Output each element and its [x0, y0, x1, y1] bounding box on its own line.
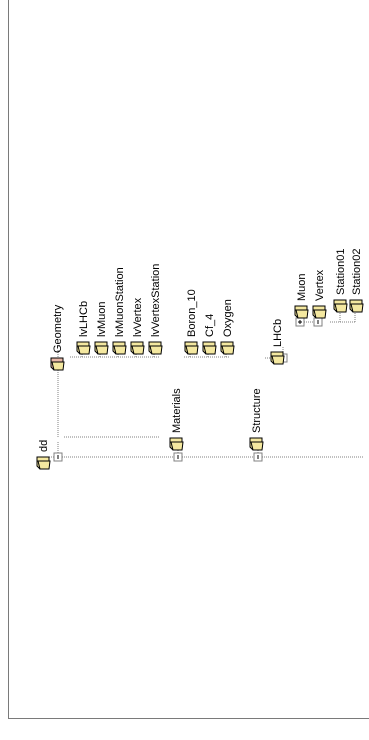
tree-node-station01[interactable]	[333, 299, 348, 313]
folder-open-icon	[95, 345, 109, 355]
tree-node-muon[interactable]	[294, 305, 309, 319]
tree-node-oxygen-label[interactable]: Oxygen	[222, 299, 234, 337]
tree-node-lvmuon-label[interactable]: lvMuon	[96, 302, 108, 337]
tree-node-structure[interactable]	[249, 437, 264, 451]
tree-node-vertex-label[interactable]: Vertex	[314, 269, 326, 301]
expander-structure[interactable]	[253, 452, 263, 462]
folder-open-icon	[271, 355, 285, 365]
folder-open-icon	[250, 441, 264, 451]
tree-node-station02[interactable]	[349, 299, 364, 313]
tree-node-lvlhcb-label[interactable]: lvLHCb	[78, 301, 90, 337]
tree-node-geometry-label[interactable]: Geometry	[52, 304, 64, 353]
folder-open-icon	[203, 345, 217, 355]
tree-connector-lines	[43, 312, 363, 458]
tree-node-dd-label[interactable]: dd	[38, 440, 50, 452]
tree-node-cf_4-label[interactable]: Cf_4	[204, 314, 216, 337]
tree-node-structure-label[interactable]: Structure	[251, 388, 263, 433]
expander-materials[interactable]	[173, 452, 183, 462]
folder-open-icon	[77, 345, 91, 355]
folder-open-icon	[185, 345, 199, 355]
folder-open-icon	[37, 460, 51, 470]
folder-open-icon	[113, 345, 127, 355]
folder-open-icon	[170, 441, 184, 451]
tree-node-lvmuon[interactable]	[94, 341, 109, 355]
folder-open-icon	[334, 303, 348, 313]
expander-vertex[interactable]	[313, 317, 323, 327]
folder-open-icon	[313, 309, 327, 319]
tree-node-station01-label[interactable]: Station01	[335, 249, 347, 295]
tree-node-lhcb-label[interactable]: LHCb	[272, 319, 284, 347]
tree-node-station02-label[interactable]: Station02	[351, 249, 363, 295]
folder-open-icon	[350, 303, 364, 313]
tree-node-lvvertex[interactable]	[130, 341, 145, 355]
folder-open-icon	[131, 345, 145, 355]
tree-node-oxygen[interactable]	[220, 341, 235, 355]
tree-node-lhcb[interactable]	[270, 351, 285, 365]
tree-node-boron_10-label[interactable]: Boron_10	[186, 289, 198, 337]
tree-node-geometry[interactable]	[50, 357, 65, 371]
expander-dd[interactable]	[53, 452, 63, 462]
tree-node-lvlhcb[interactable]	[76, 341, 91, 355]
folder-open-icon	[149, 345, 163, 355]
tree-node-vertex[interactable]	[312, 305, 327, 319]
tree-node-lvvertexstation[interactable]	[148, 341, 163, 355]
tree-node-lvvertex-label[interactable]: lvVertex	[132, 297, 144, 337]
tree-node-dd[interactable]	[36, 456, 51, 470]
expander-muon[interactable]	[295, 317, 305, 327]
tree-node-lvmuonstation-label[interactable]: lvMuonStation	[114, 267, 126, 337]
folder-open-icon	[221, 345, 235, 355]
tree-node-muon-label[interactable]: Muon	[296, 273, 308, 301]
tree-view-panel	[8, 0, 369, 719]
tree-node-boron_10[interactable]	[184, 341, 199, 355]
tree-node-materials[interactable]	[169, 437, 184, 451]
tree-node-materials-label[interactable]: Materials	[171, 388, 183, 433]
tree-node-lvmuonstation[interactable]	[112, 341, 127, 355]
tree-node-cf_4[interactable]	[202, 341, 217, 355]
folder-open-icon	[51, 361, 65, 371]
folder-open-icon	[295, 309, 309, 319]
tree-node-lvvertexstation-label[interactable]: lvVertexStation	[150, 264, 162, 337]
